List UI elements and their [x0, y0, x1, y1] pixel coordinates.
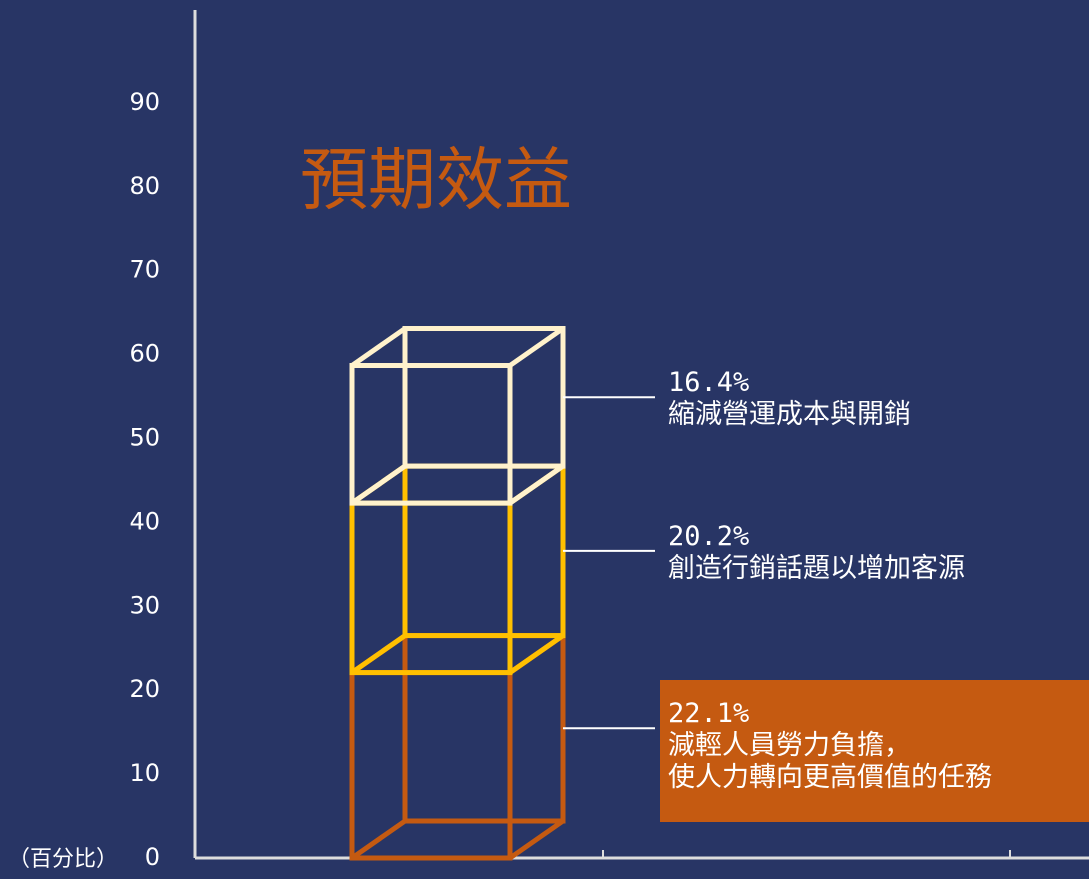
- series-label: 縮減營運成本與開銷: [668, 399, 911, 431]
- box-edge: [350, 464, 407, 506]
- y-tick-label: 70: [129, 256, 160, 284]
- series-label: 減輕人員勞力負擔， 使人力轉向更高價值的任務: [668, 730, 992, 794]
- box-edge: [508, 633, 565, 675]
- series-label: 創造行銷話題以增加客源: [668, 552, 965, 584]
- y-axis-label: （百分比）: [8, 847, 118, 872]
- box-front: [349, 363, 513, 506]
- box-back: [402, 326, 566, 469]
- box-back: [402, 633, 566, 824]
- box: [349, 633, 566, 861]
- y-tick-label: 10: [129, 759, 160, 787]
- box: [349, 463, 566, 676]
- value-label: 22.1%: [668, 698, 750, 730]
- box-front: [349, 500, 513, 676]
- box: [349, 326, 566, 506]
- y-tick-label: 50: [129, 424, 160, 452]
- y-tick-label: 40: [129, 507, 160, 535]
- box-edge: [350, 326, 407, 368]
- value-label: 16.4%: [668, 367, 750, 399]
- box-edge: [350, 818, 407, 861]
- y-tick-label: 90: [129, 88, 160, 116]
- box-edge: [350, 633, 407, 675]
- y-tick-label: 20: [129, 675, 160, 703]
- box-front: [349, 670, 513, 861]
- box-edge: [508, 818, 565, 861]
- value-label: 20.2%: [668, 520, 750, 552]
- box-back: [402, 463, 566, 639]
- y-tick-label: 80: [129, 172, 160, 200]
- y-tick-label: 30: [129, 591, 160, 619]
- box-edge: [508, 464, 565, 506]
- y-tick-label: 0: [145, 843, 160, 871]
- box-edge: [508, 326, 565, 368]
- chart-title: 預期效益: [300, 142, 572, 221]
- highlight-box: [660, 680, 1089, 822]
- y-tick-label: 60: [129, 340, 160, 368]
